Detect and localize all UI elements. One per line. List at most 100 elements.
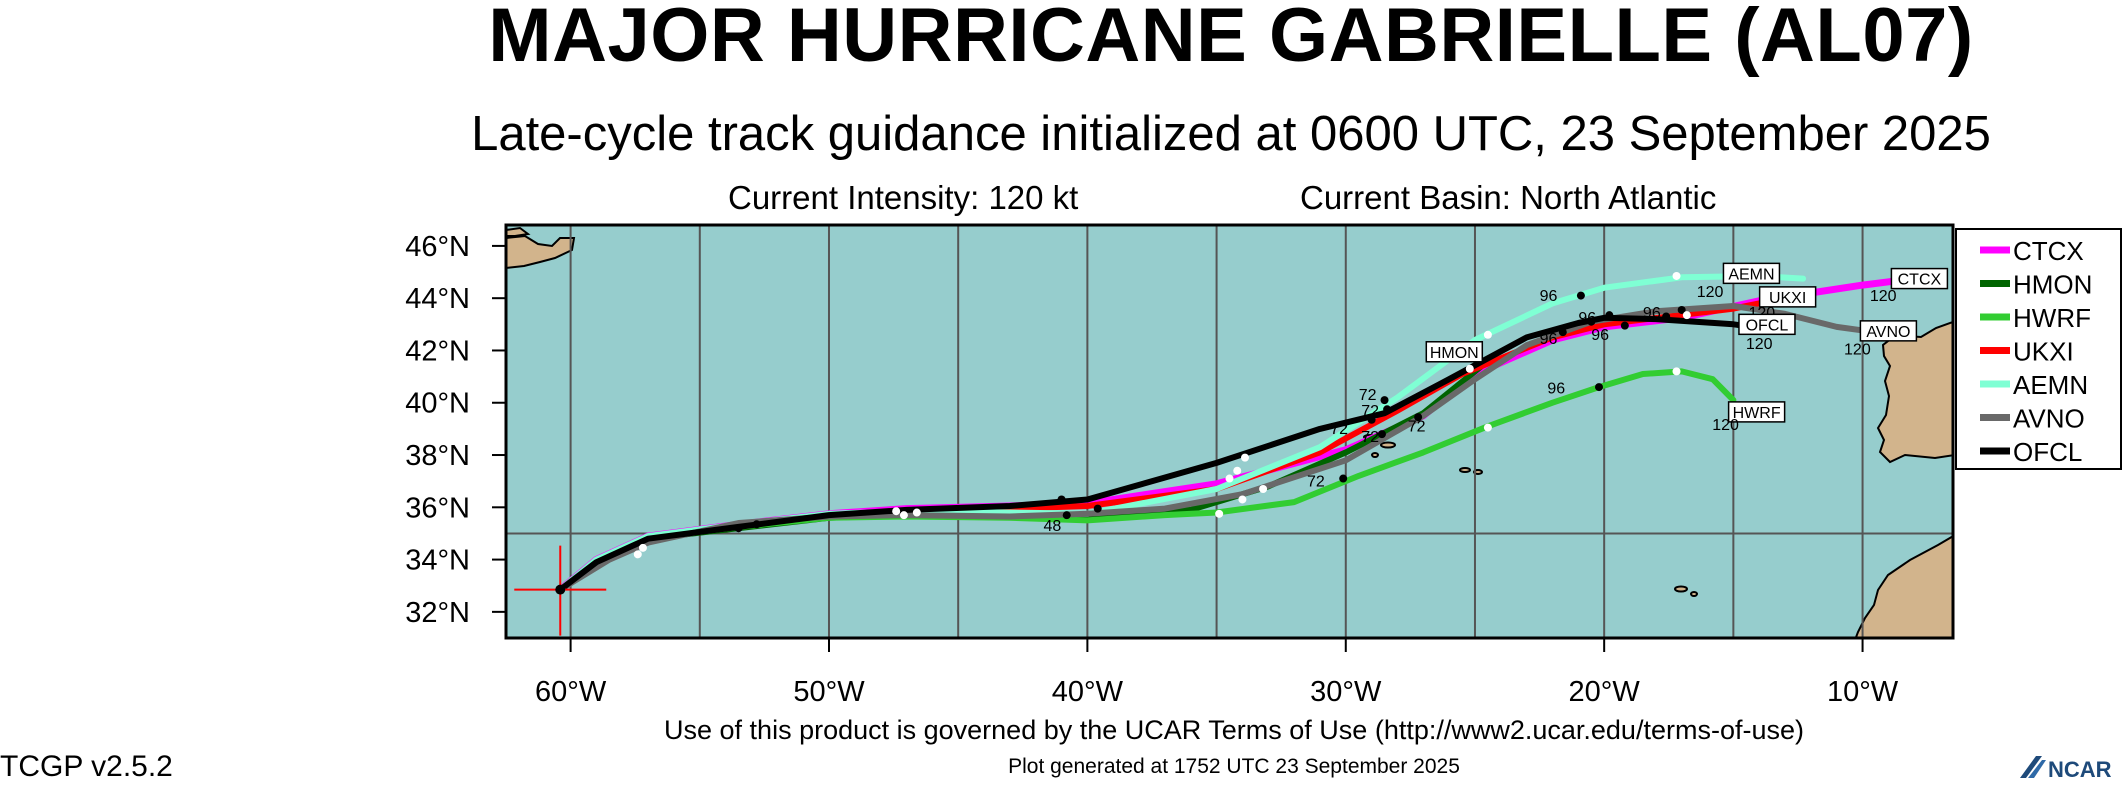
longitude-tick-labels: 60°W 50°W 40°W 30°W 20°W 10°W	[535, 638, 1899, 708]
terms-of-use: Use of this product is governed by the U…	[664, 715, 1804, 745]
track-end-hour: 120	[1746, 336, 1773, 353]
track-point-marker	[1380, 396, 1389, 405]
track-point-marker	[1595, 383, 1604, 392]
land-madeira	[1674, 585, 1698, 597]
legend-label-avno: AVNO	[2013, 404, 2085, 434]
track-point-marker	[1677, 305, 1686, 314]
track-point-marker	[1672, 367, 1681, 376]
legend-label-hmon: HMON	[2013, 270, 2092, 300]
forecast-hour-label: 96	[1591, 327, 1609, 344]
map-frame	[504, 223, 1955, 640]
lat-tick-label: 36°N	[405, 492, 470, 524]
track-end-label-box	[1425, 341, 1484, 363]
ncar-logo: NCAR	[2018, 752, 2122, 782]
lat-tick-label: 40°N	[405, 388, 470, 420]
forecast-hour-label: 72	[1359, 387, 1377, 404]
lat-tick-label: 46°N	[405, 231, 470, 263]
track-point-marker	[1465, 364, 1474, 373]
plot-generated-time: Plot generated at 1752 UTC 23 September …	[1008, 755, 1460, 778]
lat-tick-label: 44°N	[405, 283, 470, 315]
track-end-hour: 120	[1844, 341, 1871, 358]
track-point-marker	[1605, 311, 1614, 320]
lon-tick-label: 40°W	[1052, 676, 1124, 708]
track-end-label-box	[1758, 286, 1817, 308]
track-point-marker	[1414, 413, 1423, 422]
track-end-hour: 120	[1870, 288, 1897, 305]
forecast-hour-label: 96	[1540, 331, 1558, 348]
lat-tick-label: 38°N	[405, 440, 470, 472]
track-point-marker	[1558, 328, 1567, 337]
lon-tick-label: 50°W	[793, 676, 865, 708]
track-end-label-hmon: HMON	[1430, 345, 1479, 362]
land-africa	[1854, 535, 1953, 638]
current-position-dot	[555, 584, 566, 595]
map-title: MAJOR HURRICANE GABRIELLE (AL07)	[488, 0, 1974, 78]
track-point-marker	[638, 543, 647, 552]
forecast-hour-label: 72	[1408, 419, 1426, 436]
lat-tick-label: 42°N	[405, 335, 470, 367]
track-point-marker	[1682, 311, 1691, 320]
track-point-marker	[734, 524, 743, 533]
track-end-label-hwrf: HWRF	[1733, 405, 1781, 422]
legend-label-ukxi: UKXI	[2013, 337, 2074, 367]
track-markers	[633, 271, 1691, 559]
legend-label-ofcl: OFCL	[2013, 437, 2082, 467]
track-point-marker	[899, 511, 908, 520]
map-subtitle: Late-cycle track guidance initialized at…	[471, 107, 1991, 161]
lat-tick-label: 34°N	[405, 545, 470, 577]
track-point-marker	[1259, 485, 1268, 494]
forecast-hour-label: 72	[1307, 473, 1325, 490]
track-end-label-box	[1727, 401, 1786, 423]
track-end-hour: 120	[1697, 284, 1724, 301]
track-point-marker	[1093, 504, 1102, 513]
current-basin: Current Basin: North Atlantic	[1300, 179, 1717, 216]
legend-label-aemn: AEMN	[2013, 370, 2088, 400]
lon-tick-label: 10°W	[1827, 676, 1899, 708]
track-point-marker	[1339, 474, 1348, 483]
track-point-marker	[892, 507, 901, 516]
land-nova-scotia	[506, 234, 576, 270]
track-end-label-box	[1859, 320, 1918, 342]
track-point-marker	[1576, 291, 1585, 300]
latitude-tick-labels: 32°N 34°N 36°N 38°N 40°N 42°N 44°N 46°N	[405, 231, 506, 629]
land-iberia	[1876, 274, 1953, 464]
track-point-marker	[1620, 321, 1629, 330]
version-label: TCGP v2.5.2	[0, 750, 173, 783]
forecast-hour-label: 96	[1540, 288, 1558, 305]
forecast-hour-label: 48	[1043, 518, 1061, 535]
track-point-marker	[1057, 495, 1066, 504]
track-end-label-ofcl: OFCL	[1746, 317, 1789, 334]
lon-tick-label: 30°W	[1310, 676, 1382, 708]
track-point-marker	[1672, 271, 1681, 280]
ncar-logo-icon: NCAR	[2020, 756, 2112, 782]
gridlines	[506, 225, 1953, 638]
track-point-marker	[1215, 509, 1224, 518]
track-end-label-box	[1890, 267, 1949, 290]
track-end-label-ctcx: CTCX	[1898, 272, 1942, 289]
forecast-hour-label: 72	[1361, 429, 1379, 446]
track-point-marker	[1233, 466, 1242, 475]
track-point-marker	[1662, 312, 1671, 321]
track-point-marker	[1225, 474, 1234, 483]
forecast-hour-label: 96	[1643, 305, 1661, 322]
forecast-hour-label: 96	[1578, 310, 1596, 327]
land-island-north	[506, 226, 531, 237]
track-end-hour: 120	[1712, 417, 1739, 434]
legend-label-ctcx: CTCX	[2013, 236, 2084, 266]
track-point-marker	[1062, 511, 1071, 520]
track-end-label-aemn: AEMN	[1728, 266, 1774, 283]
track-point-marker	[1383, 405, 1392, 414]
track-point-marker	[912, 508, 921, 517]
track-ofcl	[557, 314, 1776, 593]
current-position-cross	[514, 545, 607, 636]
svg-text:NCAR: NCAR	[2048, 757, 2112, 780]
forecast-hour-label: 72	[1330, 421, 1348, 438]
lon-tick-label: 20°W	[1569, 676, 1641, 708]
ocean	[506, 225, 1953, 638]
track-point-marker	[1238, 495, 1247, 504]
